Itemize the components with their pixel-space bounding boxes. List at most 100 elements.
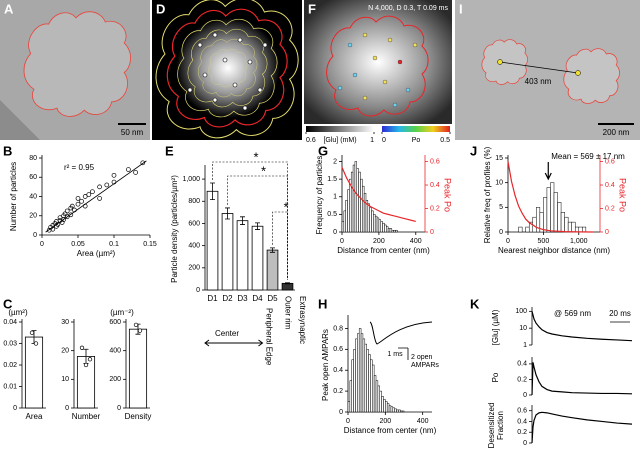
colorbar-tick-label: 1	[370, 137, 374, 144]
histogram-bar	[358, 328, 362, 413]
histogram-bar	[571, 221, 576, 233]
panel-letter: D	[156, 1, 165, 16]
annotation: r² = 0.95	[64, 163, 95, 172]
inset-scale-label: AMPARs	[411, 362, 439, 369]
x-tick-label: 0.05	[71, 241, 85, 248]
histogram-bar	[393, 229, 396, 233]
category-label: D3	[237, 294, 248, 303]
histogram-bar	[567, 221, 572, 233]
unit-label: (µm⁻²)	[110, 308, 134, 317]
bar	[236, 220, 249, 291]
panel-letter: B	[3, 143, 12, 158]
panel-letter: G	[318, 143, 328, 158]
histogram-bar	[379, 390, 382, 413]
x-tick-label: 0	[340, 238, 344, 245]
colorbar-label: Po	[412, 137, 421, 144]
y-axis-label: Number of particles	[9, 162, 18, 231]
histogram-bar	[543, 197, 548, 233]
unit-label: (µm²)	[8, 308, 28, 317]
scale-label: 200 nm	[603, 128, 630, 137]
histogram-bar	[386, 403, 390, 413]
data-point	[29, 330, 35, 335]
x-tick-label: 400	[417, 418, 429, 425]
data-point	[126, 167, 131, 172]
annotation: @ 569 nm	[554, 309, 591, 318]
category-label: D5	[267, 294, 278, 303]
histogram-bar	[381, 396, 384, 413]
data-point	[137, 328, 143, 333]
y2-tick-label: 0.2	[430, 205, 440, 212]
category-label: Outer rim	[283, 296, 292, 330]
data-line	[531, 411, 633, 444]
annotation: Center	[215, 329, 239, 338]
data-point	[140, 160, 146, 166]
category-label: D4	[252, 294, 263, 303]
histogram-bar	[360, 333, 364, 413]
inset-trace	[369, 321, 433, 345]
data-point	[68, 212, 74, 218]
histogram-bar	[374, 215, 378, 233]
error-bar	[225, 207, 230, 220]
y2-tick-label: 0.4	[605, 182, 615, 189]
y2-tick-label: 0.4	[430, 182, 440, 189]
histogram-bar	[525, 226, 530, 233]
histogram-bar	[354, 161, 358, 233]
y-tick-label: 0	[65, 405, 69, 412]
histogram-bar	[582, 226, 587, 233]
y-tick-label: 1.5	[327, 176, 337, 183]
histogram-bar	[360, 178, 363, 233]
histogram-bar	[367, 203, 370, 233]
panel-f: N 4,000, D 0.3, T 0.09 ms [Glu] (mM) Po …	[304, 0, 452, 144]
y2-axis-label: Peak Po	[443, 178, 453, 212]
x-tick-label: 0.15	[143, 241, 157, 248]
y-axis-label: Po	[491, 372, 500, 382]
x-axis-label: Distance from center (nm)	[344, 426, 437, 435]
y-tick-label: 0	[33, 232, 37, 239]
histogram-bar	[401, 410, 405, 413]
histogram-bar	[380, 221, 383, 233]
annotation: Mean = 569 ± 17 nm	[551, 152, 625, 161]
histogram-bar	[341, 221, 345, 233]
y-tick-label: 0.4	[517, 361, 527, 368]
y-tick-label: 400	[188, 242, 200, 249]
x-tick-label: 500	[538, 238, 550, 245]
y-axis-label: Desensitized	[487, 403, 496, 449]
y-tick-label: 0	[196, 287, 200, 294]
x-tick-label: 400	[410, 238, 422, 245]
histogram-bar	[356, 168, 359, 233]
annotation: *	[283, 199, 288, 214]
histogram-bar	[385, 401, 388, 413]
y-tick-label: 0.4	[333, 367, 343, 374]
y-tick-label: 0.8	[333, 325, 343, 332]
data-point	[69, 203, 75, 209]
category-label: D1	[207, 294, 218, 303]
histogram-bar	[371, 210, 374, 233]
data-point	[83, 362, 89, 368]
y2-axis-label: Peak Po	[618, 178, 628, 212]
y2-tick-label: 0	[605, 229, 609, 236]
histogram-bar	[345, 200, 348, 233]
panel-letter: I	[459, 1, 463, 16]
y-tick-label: 1	[333, 194, 337, 201]
histogram-bar	[578, 226, 583, 233]
annotation: *	[253, 149, 258, 164]
bar	[24, 336, 44, 409]
y-tick-label: 30	[61, 319, 69, 326]
histogram-bar	[373, 375, 377, 413]
data-point	[86, 192, 92, 197]
histogram-bar	[396, 409, 399, 413]
mean-arrow	[544, 162, 552, 181]
error-bar	[285, 282, 290, 285]
y-axis-label: Frequency of particles	[315, 156, 324, 235]
y-tick-label: 0	[333, 229, 337, 236]
panel-letter: K	[470, 296, 480, 311]
error-bar	[270, 247, 275, 253]
y-tick-label: 5	[499, 204, 503, 211]
y-tick-label: 0.5	[327, 211, 337, 218]
x-tick-label: 0	[346, 418, 350, 425]
panel-letter: E	[165, 143, 174, 158]
y-axis-label: [Glu] (µM)	[491, 309, 500, 345]
y-tick-label: 20	[61, 348, 69, 355]
y-axis-label: Particle density (particles/µm²)	[170, 175, 179, 283]
data-point	[57, 215, 63, 221]
